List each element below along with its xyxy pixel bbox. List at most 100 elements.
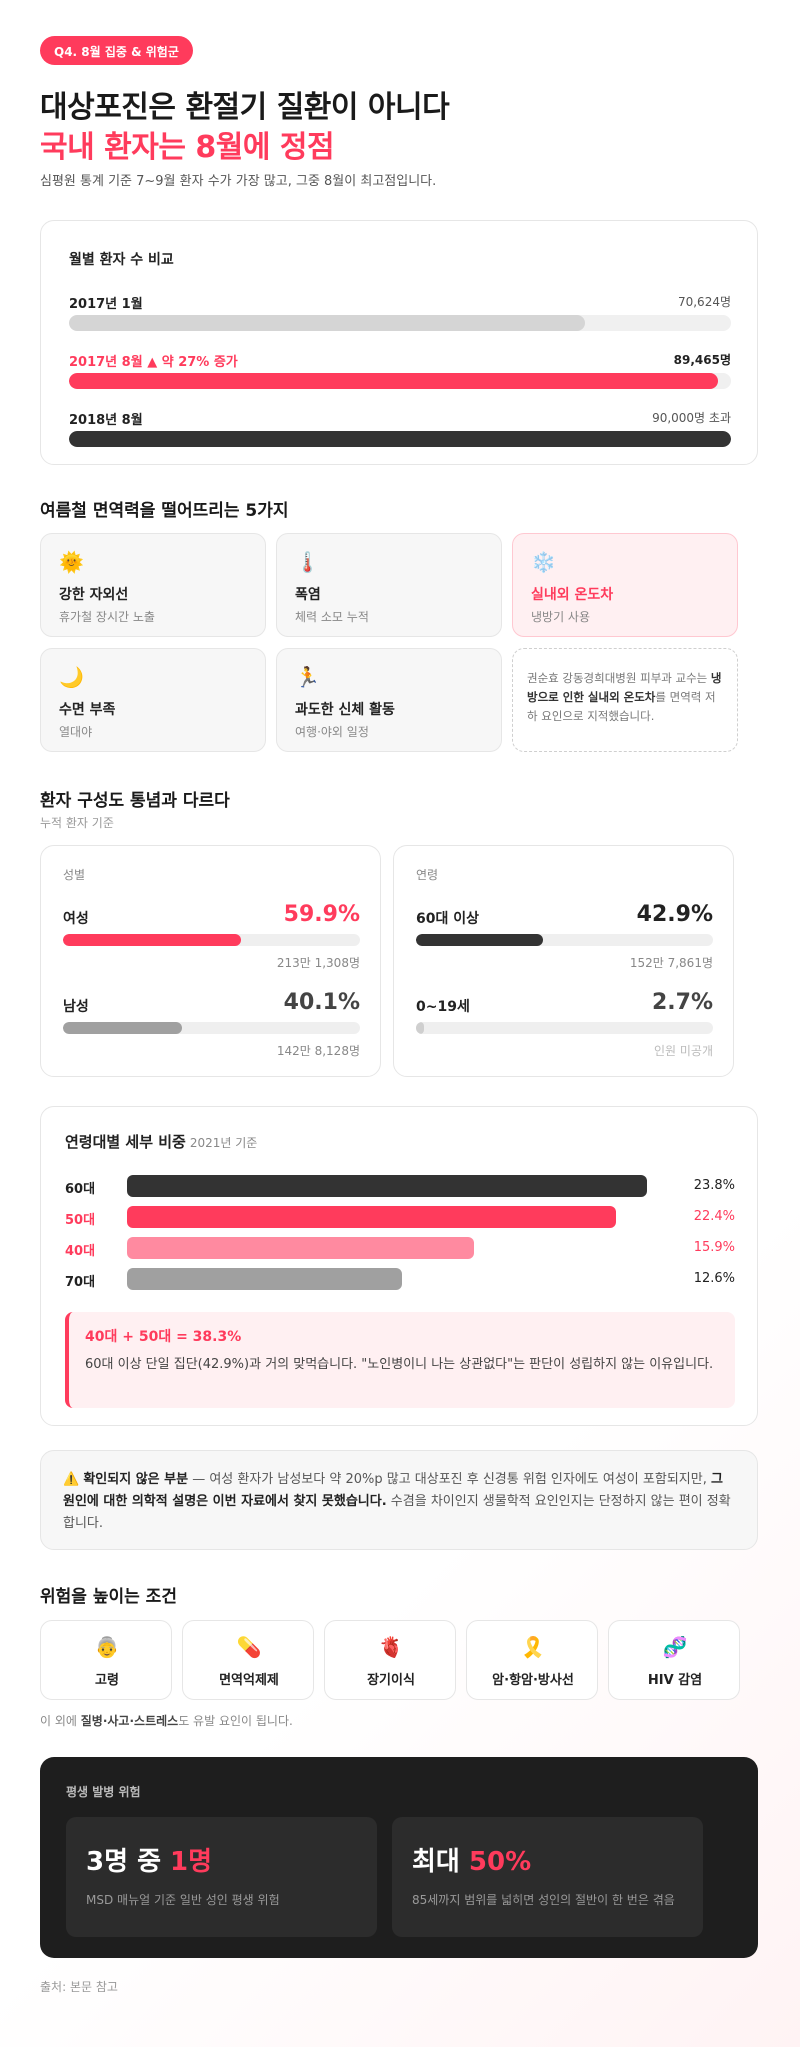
risk-label: 암·항암·방사선 bbox=[492, 1673, 574, 1688]
age-bar-value: 15.9% bbox=[693, 1240, 735, 1255]
age-bar bbox=[127, 1268, 403, 1290]
note-emphasis: 질병·사고·스트레스 bbox=[80, 1714, 179, 1728]
factors-title: 여름철 면역력을 떨어뜨리는 5가지 bbox=[40, 501, 289, 521]
monthly-row-value: 70,624명 bbox=[677, 295, 731, 309]
snowflake-icon: ❄️ bbox=[531, 550, 556, 574]
age-bar-row: 40대 15.9% bbox=[65, 1237, 735, 1259]
factor-card-highlight: ❄️ 실내외 온도차 냉방기 사용 bbox=[512, 533, 738, 637]
quote-emphasis: 냉방으로 인한 실내외 온도차 bbox=[527, 671, 722, 704]
risk-item: 🫀 장기이식 bbox=[324, 1620, 456, 1700]
risk-title: 위험을 높이는 조건 bbox=[40, 1587, 177, 1607]
monthly-bar-fill bbox=[69, 373, 718, 389]
segment-pct: 59.9% bbox=[283, 902, 360, 927]
segment-fill bbox=[63, 934, 241, 946]
segment-name: 60대 이상 bbox=[416, 911, 479, 927]
monthly-row-value: 89,465명 bbox=[673, 353, 731, 367]
segment-count: 152만 7,861명 bbox=[629, 956, 713, 970]
lifetime-title: 평생 발병 위험 bbox=[66, 1785, 141, 1799]
warning-lead: 확인되지 않은 부분 bbox=[83, 1472, 189, 1487]
monthly-comparison-card: 월별 환자 수 비교 2017년 1월 70,624명 2017년 8월 ▲ 약… bbox=[40, 220, 758, 465]
age-bar-row: 70대 12.6% bbox=[65, 1268, 735, 1290]
monthly-bar-track bbox=[69, 315, 731, 331]
monthly-row-label: 2017년 8월 ▲ 약 27% 증가 bbox=[69, 355, 238, 370]
warning-emphasis: 그 원인에 대한 의학적 설명은 이번 자료에서 찾지 못했습니다. bbox=[63, 1472, 723, 1509]
figure-prefix: 3명 중 bbox=[86, 1847, 171, 1877]
figure-accent: 1명 bbox=[170, 1847, 213, 1877]
figure-accent: 50% bbox=[468, 1847, 532, 1877]
factor-title: 실내외 온도차 bbox=[531, 587, 614, 603]
headline-accent: 국내 환자는 8월에 정점 bbox=[40, 130, 335, 165]
ribbon-icon: 🎗️ bbox=[520, 1635, 546, 1659]
age-bar-label: 70대 bbox=[65, 1275, 96, 1290]
topic-badge: Q4. 8월 집중 & 위험군 bbox=[40, 36, 193, 65]
monthly-bar-fill bbox=[69, 431, 731, 447]
risk-label: 장기이식 bbox=[367, 1673, 415, 1688]
factor-title: 수면 부족 bbox=[59, 702, 116, 718]
warning-text: — 여성 환자가 남성보다 약 20%p 많고 대상포진 후 신경통 위험 인자… bbox=[188, 1472, 711, 1487]
monthly-bar-track bbox=[69, 431, 731, 447]
risk-item: 🎗️ 암·항암·방사선 bbox=[466, 1620, 598, 1700]
risk-item: 💊 면역억제제 bbox=[182, 1620, 314, 1700]
factor-desc: 여행·야외 일정 bbox=[295, 725, 369, 739]
age-title: 연령 bbox=[416, 868, 439, 882]
age-bar-label: 50대 bbox=[65, 1213, 96, 1228]
callout-body: 60대 이상 단일 집단(42.9%)과 거의 맞먹습니다. "노인병이니 나는… bbox=[85, 1357, 714, 1372]
risk-label: HIV 감염 bbox=[647, 1673, 703, 1688]
gender-title: 성별 bbox=[63, 868, 86, 882]
age-bar-row: 50대 22.4% bbox=[65, 1206, 735, 1228]
risk-label: 면역억제제 bbox=[219, 1673, 279, 1688]
risk-note: 이 외에 질병·사고·스트레스도 유발 요인이 됩니다. bbox=[40, 1712, 293, 1729]
age-bar bbox=[127, 1206, 617, 1228]
segment-fill bbox=[416, 1022, 425, 1034]
age-detail-heading: 연령대별 세부 비중 bbox=[65, 1133, 186, 1151]
callout-title: 40대 + 50대 = 38.3% bbox=[85, 1329, 242, 1345]
segment-pct: 40.1% bbox=[283, 990, 360, 1015]
age-bar bbox=[127, 1175, 647, 1197]
monthly-row-label: 2018년 8월 bbox=[69, 413, 143, 428]
elderly-icon: 👵 bbox=[94, 1635, 120, 1659]
factor-card: 🏃 과도한 신체 활동 여행·야외 일정 bbox=[276, 648, 502, 752]
age-callout: 40대 + 50대 = 38.3% 60대 이상 단일 집단(42.9%)과 거… bbox=[65, 1312, 735, 1408]
segment-name: 0~19세 bbox=[416, 999, 470, 1015]
factor-desc: 열대야 bbox=[59, 725, 93, 739]
segment-name: 여성 bbox=[63, 911, 89, 927]
runner-icon: 🏃 bbox=[295, 665, 320, 689]
composition-subtitle: 누적 환자 기준 bbox=[40, 816, 114, 830]
warning-icon: ⚠️ bbox=[63, 1472, 80, 1487]
segment-pct: 42.9% bbox=[636, 902, 713, 927]
factor-card: 🌙 수면 부족 열대야 bbox=[40, 648, 266, 752]
risk-item: 👵 고령 bbox=[40, 1620, 172, 1700]
quote-text: 권순효 강동경희대병원 피부과 교수는 bbox=[527, 671, 711, 685]
moon-icon: 🌙 bbox=[59, 665, 84, 689]
factor-title: 과도한 신체 활동 bbox=[295, 702, 395, 718]
warning-text: 수겸을 차이인지 생물학적 요인인지는 단정하지 않는 편이 정확합니다. bbox=[63, 1494, 731, 1531]
composition-title: 환자 구성도 통념과 다르다 bbox=[40, 791, 230, 811]
note-text: 도 유발 요인이 됩니다. bbox=[178, 1714, 293, 1728]
quote-text: 를 면역력 저하 요인으로 지적했습니다. bbox=[527, 690, 716, 723]
risk-label: 고령 bbox=[95, 1673, 119, 1688]
age-bar-label: 60대 bbox=[65, 1182, 96, 1197]
segment-track bbox=[63, 934, 360, 946]
lifetime-desc: MSD 매뉴얼 기준 일반 성인 평생 위험 bbox=[86, 1893, 280, 1907]
lifetime-desc: 85세까지 범위를 넓히면 성인의 절반이 한 번은 겪음 bbox=[412, 1893, 675, 1907]
segment-count: 213만 1,308명 bbox=[276, 956, 360, 970]
monthly-bar-track bbox=[69, 373, 731, 389]
segment-track bbox=[416, 934, 713, 946]
factor-title: 강한 자외선 bbox=[59, 587, 129, 603]
risk-item: 🧬 HIV 감염 bbox=[608, 1620, 740, 1700]
headline: 대상포진은 환절기 질환이 아니다 bbox=[40, 90, 450, 125]
expert-quote: 권순효 강동경희대병원 피부과 교수는 냉방으로 인한 실내외 온도차를 면역력… bbox=[512, 648, 738, 752]
lifetime-card: 3명 중 1명 MSD 매뉴얼 기준 일반 성인 평생 위험 bbox=[66, 1817, 377, 1937]
factor-card: 🌡️ 폭염 체력 소모 누적 bbox=[276, 533, 502, 637]
dna-icon: 🧬 bbox=[662, 1635, 688, 1659]
monthly-bar-fill bbox=[69, 315, 586, 331]
lifetime-figure: 최대 50% bbox=[412, 1841, 531, 1878]
figure-prefix: 최대 bbox=[412, 1847, 469, 1877]
age-bar-value: 22.4% bbox=[693, 1209, 735, 1224]
age-detail-title: 연령대별 세부 비중 2021년 기준 bbox=[65, 1131, 257, 1152]
lifetime-risk-panel: 평생 발병 위험 3명 중 1명 MSD 매뉴얼 기준 일반 성인 평생 위험 … bbox=[40, 1757, 758, 1958]
monthly-row-value: 90,000명 초과 bbox=[652, 411, 731, 425]
lifetime-figure: 3명 중 1명 bbox=[86, 1841, 212, 1878]
note-text: 이 외에 bbox=[40, 1714, 81, 1728]
factor-desc: 체력 소모 누적 bbox=[295, 610, 369, 624]
